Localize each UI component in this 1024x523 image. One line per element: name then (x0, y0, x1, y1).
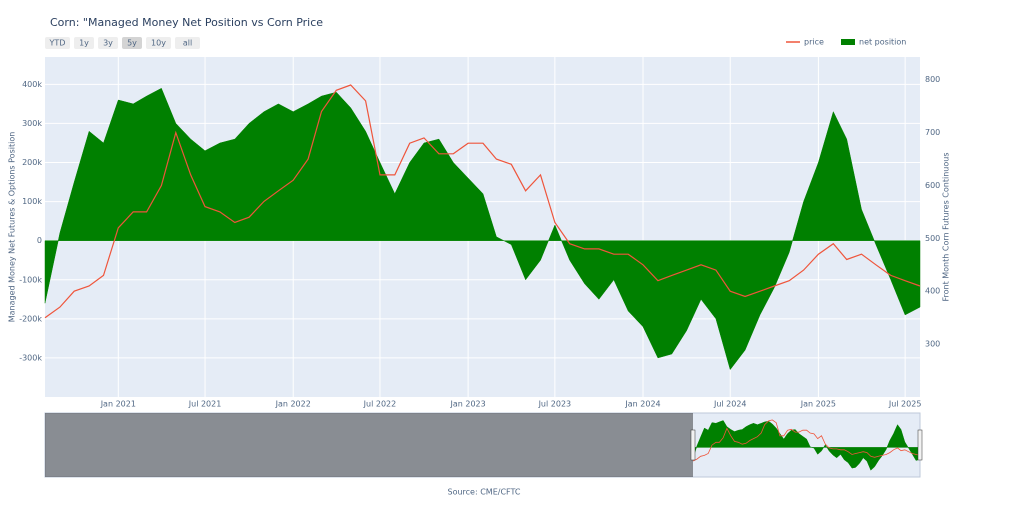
x-tick-label: Jan 2021 (100, 400, 136, 409)
y-tick-label: -100k (19, 275, 42, 284)
range-button-label[interactable]: 1y (79, 39, 89, 48)
y-tick-label: -300k (19, 353, 42, 362)
y-tick-label: 400k (22, 80, 42, 89)
y2-tick-label: 400 (925, 287, 940, 296)
price-line (44, 84, 921, 319)
chart-title: Corn: "Managed Money Net Position vs Cor… (50, 16, 323, 29)
y2-tick-label: 500 (925, 234, 940, 243)
range-handle[interactable] (690, 429, 696, 461)
source: Source: CME/CFTC (447, 488, 520, 497)
net-position-area (44, 87, 921, 371)
y2-tick-label: 600 (925, 181, 940, 190)
y-tick-label: 300k (22, 119, 42, 128)
x-tick-label: Jul 2023 (538, 400, 572, 409)
range-button[interactable] (122, 37, 142, 49)
legend-label: net position (859, 38, 906, 47)
x-tick-label: Jul 2025 (888, 400, 922, 409)
y-tick-label: 0 (37, 236, 42, 245)
legend-swatch (841, 39, 855, 45)
range-button[interactable] (175, 37, 200, 49)
y2-tick-label: 700 (925, 128, 940, 137)
x-tick-label: Jul 2021 (188, 400, 222, 409)
price-line (692, 419, 921, 462)
range-mask[interactable] (45, 413, 693, 477)
x-tick-label: Jan 2024 (624, 400, 660, 409)
legend-label: price (804, 38, 824, 47)
x-tick-label: Jan 2023 (450, 400, 486, 409)
y2-axis-title: Front Month Corn Futures Continuous (942, 152, 951, 301)
range-button-label[interactable]: YTD (49, 39, 66, 48)
range-button-label[interactable]: 5y (127, 39, 137, 48)
y-axis-title: Managed Money Net Futures & Options Posi… (8, 132, 17, 323)
range-handle[interactable] (917, 429, 923, 461)
x-tick-label: Jul 2022 (363, 400, 397, 409)
net-position-area (692, 420, 921, 471)
y2-tick-label: 300 (925, 340, 940, 349)
y2-tick-label: 800 (925, 75, 940, 84)
range-button[interactable] (74, 37, 94, 49)
x-tick-label: Jul 2024 (713, 400, 747, 409)
x-tick-label: Jan 2025 (800, 400, 836, 409)
range-button-label[interactable]: 3y (103, 39, 113, 48)
y-tick-label: -200k (19, 314, 42, 323)
range-button-label[interactable]: 10y (151, 39, 166, 48)
range-button[interactable] (98, 37, 118, 49)
y-tick-label: 100k (22, 197, 42, 206)
range-button-label[interactable]: all (183, 39, 192, 48)
x-tick-label: Jan 2022 (275, 400, 311, 409)
y-tick-label: 200k (22, 158, 42, 167)
range-button[interactable] (146, 37, 171, 49)
range-button[interactable] (45, 37, 70, 49)
